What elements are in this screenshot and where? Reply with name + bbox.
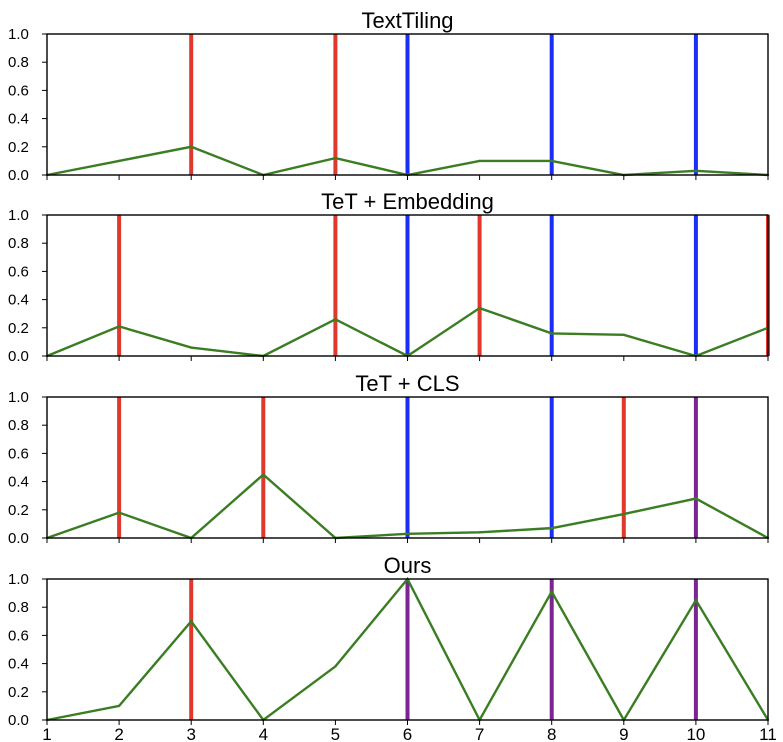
data-point — [190, 346, 193, 349]
y-tick-label: 0.4 — [8, 474, 29, 491]
data-point — [478, 306, 481, 310]
x-tick-label: 11 — [759, 725, 777, 742]
y-tick-label: 0.2 — [8, 139, 29, 156]
data-point — [550, 159, 553, 163]
y-tick-label: 0.0 — [8, 348, 29, 365]
y-tick-label: 0.0 — [8, 530, 29, 547]
x-tick-label: 8 — [547, 725, 556, 742]
data-point — [406, 532, 409, 535]
chart-title: TeT + Embedding — [321, 189, 494, 214]
chart-panel-3: TeT + CLS 0.0 0.2 0.4 0.6 0.8 1.0 — [8, 371, 770, 547]
data-point — [334, 318, 337, 321]
data-point — [117, 159, 121, 163]
data-point — [190, 620, 193, 623]
y-tick-label: 0.0 — [8, 167, 29, 184]
data-point — [334, 665, 337, 668]
y-tick-label: 0.0 — [8, 712, 29, 729]
data-point — [550, 590, 553, 593]
x-tick-label: 10 — [686, 725, 705, 742]
data-point — [622, 333, 625, 337]
chart-title: TeT + CLS — [355, 371, 459, 396]
chart-title: TextTiling — [361, 8, 453, 33]
data-point — [117, 325, 121, 328]
data-point — [117, 704, 121, 708]
y-tick-label: 0.4 — [8, 111, 29, 128]
data-point — [478, 159, 481, 163]
x-tick-label: 7 — [475, 725, 484, 742]
x-tick-label: 5 — [331, 725, 340, 742]
data-point — [190, 145, 193, 148]
chart-panel-4: Ours 0.0 0.2 0.4 0.6 0.8 1.0 1 2 3 4 5 6 7 8 9 10 11 — [8, 553, 777, 742]
x-tick-label: 9 — [619, 725, 628, 742]
data-point — [694, 497, 698, 500]
data-point — [550, 526, 553, 530]
data-point — [694, 169, 698, 172]
y-tick-label: 0.4 — [8, 292, 29, 309]
y-tick-label: 1.0 — [8, 26, 29, 43]
data-point — [694, 598, 698, 602]
y-tick-label: 0.2 — [8, 502, 29, 519]
data-point — [117, 511, 121, 514]
chart-title: Ours — [384, 553, 432, 578]
y-tick-label: 0.4 — [8, 656, 29, 673]
data-point — [334, 156, 337, 160]
y-tick-label: 0.6 — [8, 82, 29, 99]
data-point — [622, 512, 625, 516]
x-tick-label: 4 — [259, 725, 268, 742]
x-tick-label: 2 — [114, 725, 123, 742]
y-tick-label: 0.8 — [8, 417, 29, 434]
y-tick-label: 1.0 — [8, 389, 29, 406]
x-tick-label: 6 — [403, 725, 412, 742]
y-tick-label: 0.6 — [8, 263, 29, 280]
chart-panel-1: TextTiling 0.0 0.2 0.4 0.6 0.8 1.0 — [8, 8, 770, 184]
y-tick-label: 1.0 — [8, 207, 29, 224]
y-tick-label: 0.8 — [8, 235, 29, 252]
y-tick-label: 0.8 — [8, 599, 29, 616]
y-tick-label: 1.0 — [8, 571, 29, 588]
data-point — [262, 473, 265, 476]
y-tick-label: 0.6 — [8, 445, 29, 462]
x-tick-label: 1 — [42, 725, 51, 742]
y-tick-label: 0.2 — [8, 320, 29, 337]
chart-panel-2: TeT + Embedding 0.0 0.2 0.4 0.6 0.8 1.0 — [8, 189, 770, 365]
data-point — [478, 531, 481, 534]
y-tick-label: 0.2 — [8, 684, 29, 701]
data-point — [550, 332, 553, 335]
y-tick-label: 0.8 — [8, 54, 29, 71]
x-tick-label: 3 — [186, 725, 195, 742]
y-tick-label: 0.6 — [8, 627, 29, 644]
